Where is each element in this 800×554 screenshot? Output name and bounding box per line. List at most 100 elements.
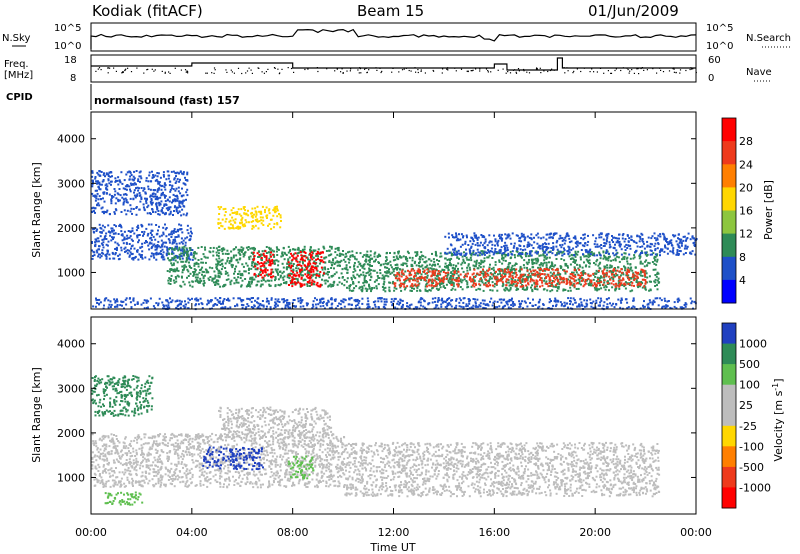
heatmap-cell-7 bbox=[612, 276, 615, 279]
heatmap-cell-6 bbox=[448, 258, 451, 261]
heatmap-cell-1 bbox=[142, 234, 144, 237]
heatmap-cell-6 bbox=[413, 277, 416, 280]
heatmap-cell-0 bbox=[182, 194, 185, 197]
nave-point bbox=[517, 68, 520, 70]
heatmap-cell-6 bbox=[479, 263, 482, 265]
heatmap-cell-6 bbox=[559, 273, 562, 276]
heatmap-cell-6 bbox=[447, 273, 450, 276]
heatmap-cell-7 bbox=[426, 272, 428, 275]
heatmap-cell-0 bbox=[108, 213, 111, 216]
nave-point bbox=[615, 68, 617, 70]
heatmap-cell-8 bbox=[677, 233, 680, 236]
heatmap-cell-5 bbox=[276, 215, 279, 218]
heatmap-cell-8 bbox=[582, 238, 585, 241]
heatmap-cell-7 bbox=[434, 269, 437, 272]
heatmap-cell-6 bbox=[487, 281, 490, 283]
heatmap-cell-1 bbox=[164, 223, 166, 226]
heatmap-cell-6 bbox=[562, 250, 565, 253]
heatmap-cell-6 bbox=[605, 286, 608, 288]
heatmap-cell-1 bbox=[189, 253, 192, 256]
heatmap-cell-1 bbox=[145, 240, 147, 242]
heatmap-cell-8 bbox=[608, 243, 611, 246]
heatmap-cell-0 bbox=[144, 197, 146, 200]
heatmap-cell-2 bbox=[189, 266, 191, 269]
heatmap-cell-1 bbox=[106, 249, 109, 252]
heatmap-cell-6 bbox=[551, 283, 554, 286]
heatmap-cell-6 bbox=[440, 255, 443, 258]
heatmap-cell-8 bbox=[635, 250, 637, 253]
heatmap-cell-0 bbox=[111, 175, 113, 178]
heatmap-cell-6 bbox=[415, 264, 418, 267]
heatmap-cell-2 bbox=[281, 262, 284, 265]
heatmap-cell-2 bbox=[206, 256, 209, 259]
heatmap-cell-6 bbox=[593, 252, 596, 255]
nsky-tick-low: 10^0 bbox=[54, 41, 81, 52]
nave-point bbox=[151, 68, 153, 70]
heatmap-cell-0 bbox=[126, 209, 129, 212]
heatmap-cell-1 bbox=[159, 246, 162, 249]
heatmap-cell-2 bbox=[221, 250, 224, 253]
heatmap-cell-6 bbox=[548, 280, 551, 283]
heatmap-cell-6 bbox=[387, 262, 390, 265]
heatmap-cell-0 bbox=[152, 195, 155, 198]
heatmap-cell-2 bbox=[265, 262, 268, 265]
heatmap-cell-6 bbox=[428, 263, 431, 266]
heatmap-cell-1 bbox=[181, 242, 184, 245]
heatmap-cell-6 bbox=[631, 289, 634, 292]
heatmap-cell-2 bbox=[269, 253, 272, 256]
heatmap-cell-0 bbox=[102, 192, 105, 195]
heatmap-cell-6 bbox=[413, 287, 415, 290]
heatmap-cell-7 bbox=[541, 281, 544, 284]
heatmap-cell-2 bbox=[185, 265, 188, 268]
heatmap-cell-6 bbox=[511, 264, 514, 267]
heatmap-cell-6 bbox=[529, 268, 532, 271]
heatmap-cell-0 bbox=[94, 199, 97, 202]
heatmap-cell-6 bbox=[482, 273, 485, 275]
heatmap-cell-0 bbox=[162, 171, 165, 174]
heatmap-cell-7 bbox=[582, 278, 585, 281]
heatmap-cell-6 bbox=[418, 255, 421, 258]
heatmap-cell-4 bbox=[293, 281, 296, 284]
heatmap-cell-1 bbox=[169, 247, 172, 249]
heatmap-cell-8 bbox=[453, 236, 456, 239]
heatmap-cell-1 bbox=[155, 248, 158, 251]
heatmap-cell-2 bbox=[193, 251, 196, 253]
heatmap-cell-1 bbox=[110, 227, 113, 230]
heatmap-cell-2 bbox=[224, 283, 227, 286]
heatmap-cell-2 bbox=[275, 246, 278, 249]
heatmap-cell-8 bbox=[462, 236, 464, 239]
heatmap-cell-5 bbox=[220, 206, 223, 209]
heatmap-cell-2 bbox=[181, 265, 184, 268]
heatmap-cell-7 bbox=[478, 273, 481, 276]
heatmap-cell-6 bbox=[641, 282, 644, 285]
heatmap-cell-4 bbox=[311, 258, 314, 261]
heatmap-cell-6 bbox=[648, 275, 651, 278]
heatmap-cell-1 bbox=[121, 234, 124, 237]
heatmap-cell-4 bbox=[305, 275, 308, 278]
heatmap-cell-8 bbox=[503, 245, 506, 248]
heatmap-cell-4 bbox=[303, 283, 306, 286]
heatmap-cell-8 bbox=[675, 253, 678, 256]
heatmap-cell-6 bbox=[384, 271, 387, 274]
heatmap-cell-8 bbox=[589, 253, 592, 256]
heatmap-cell-6 bbox=[656, 253, 659, 256]
heatmap-cell-7 bbox=[626, 273, 629, 275]
heatmap-cell-6 bbox=[363, 277, 366, 280]
heatmap-cell-0 bbox=[162, 173, 165, 176]
heatmap-cell-4 bbox=[288, 284, 290, 286]
heatmap-cell-7 bbox=[500, 277, 503, 280]
heatmap-cell-1 bbox=[189, 234, 192, 237]
heatmap-cell-7 bbox=[547, 275, 550, 278]
heatmap-cell-2 bbox=[338, 276, 341, 279]
heatmap-cell-8 bbox=[602, 238, 605, 241]
heatmap-cell-2 bbox=[197, 262, 200, 265]
heatmap-cell-0 bbox=[155, 203, 158, 205]
heatmap-cell-2 bbox=[275, 269, 278, 272]
heatmap-cell-6 bbox=[464, 261, 466, 264]
heatmap-cell-2 bbox=[298, 260, 301, 263]
heatmap-cell-0 bbox=[135, 207, 138, 209]
heatmap-cell-7 bbox=[463, 276, 466, 279]
heatmap-cell-8 bbox=[690, 252, 693, 255]
heatmap-cell-2 bbox=[175, 280, 178, 283]
heatmap-cell-1 bbox=[186, 224, 189, 227]
